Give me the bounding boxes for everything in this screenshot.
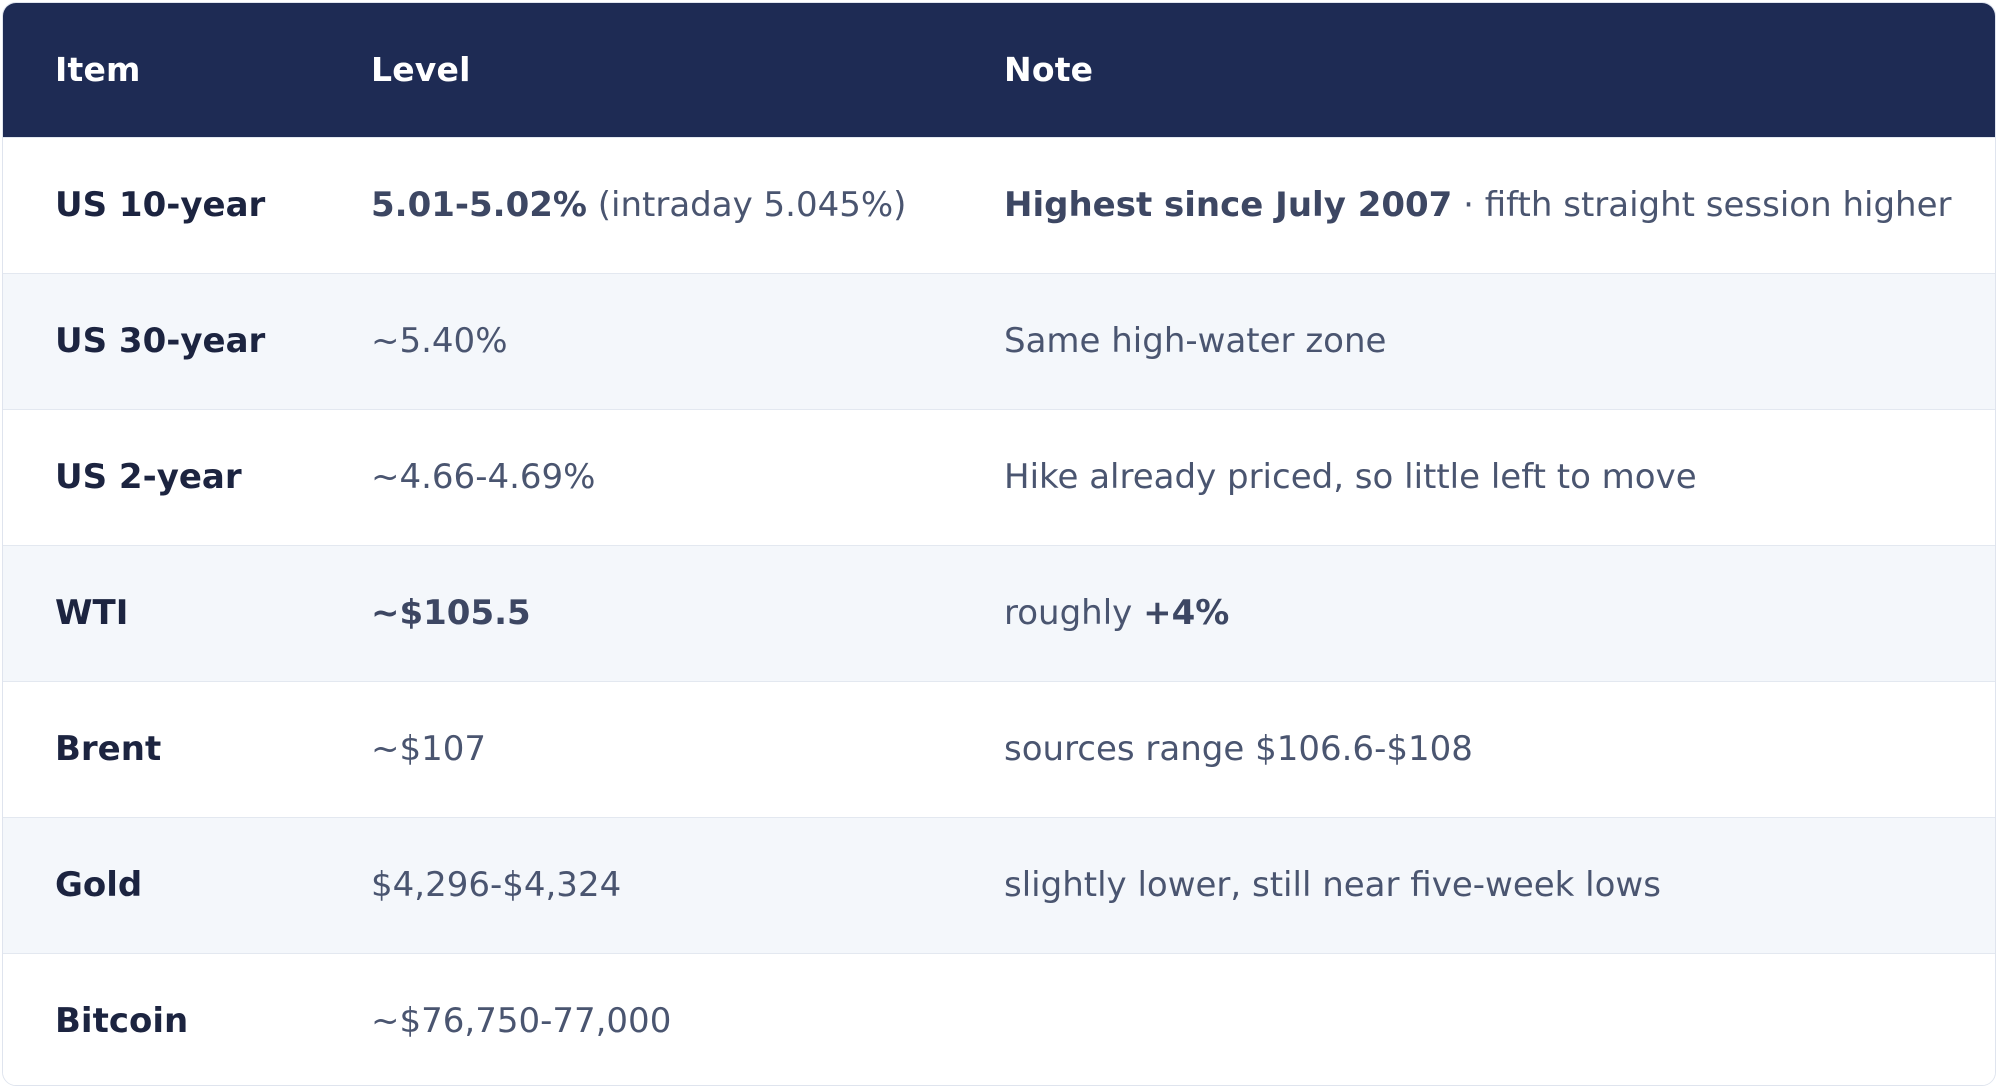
item-cell: US 30-year: [55, 321, 266, 361]
level-cell: $4,296-$4,324: [319, 817, 952, 953]
note-cell: sources range $106.6-$108: [952, 681, 1995, 817]
note-text: Same high-water zone: [1004, 321, 1387, 361]
table-header: Item Level Note: [3, 3, 1995, 137]
level-text: (intraday 5.045%): [586, 185, 907, 225]
header-level: Level: [371, 50, 471, 90]
level-text: ~5.40%: [371, 321, 508, 361]
table-row: Gold $4,296-$4,324 slightly lower, still…: [3, 817, 1995, 953]
level-cell: ~4.66-4.69%: [319, 409, 952, 545]
note-cell: Same high-water zone: [952, 273, 1995, 409]
item-cell: US 10-year: [55, 185, 266, 225]
note-text: Hike already priced, so little left to m…: [1004, 457, 1697, 497]
note-strong-text: +4%: [1143, 593, 1230, 633]
level-text: $4,296-$4,324: [371, 865, 622, 905]
note-text: roughly: [1004, 593, 1144, 633]
level-cell: ~5.40%: [319, 273, 952, 409]
level-cell: ~$105.5: [319, 545, 952, 681]
note-cell: Highest since July 2007 · fifth straight…: [952, 137, 1995, 273]
level-strong-text: 5.01-5.02%: [371, 185, 587, 225]
table-row: US 2-year ~4.66-4.69% Hike already price…: [3, 409, 1995, 545]
item-cell: WTI: [55, 593, 129, 633]
note-strong-text: Highest since July 2007: [1004, 185, 1453, 225]
table-row: Bitcoin ~$76,750-77,000: [3, 953, 1995, 1085]
table-body: US 10-year 5.01-5.02% (intraday 5.045%) …: [3, 137, 1995, 1085]
table-row: US 10-year 5.01-5.02% (intraday 5.045%) …: [3, 137, 1995, 273]
item-cell: Gold: [55, 865, 143, 905]
note-cell: [952, 953, 1995, 1085]
table-row: Brent ~$107 sources range $106.6-$108: [3, 681, 1995, 817]
note-text: · fifth straight session higher: [1452, 185, 1952, 225]
market-levels-table: Item Level Note US 10-year 5.01-5.02% (i…: [3, 3, 1995, 1085]
header-item: Item: [55, 50, 141, 90]
table-row: WTI ~$105.5 roughly +4%: [3, 545, 1995, 681]
level-cell: 5.01-5.02% (intraday 5.045%): [319, 137, 952, 273]
level-text: ~4.66-4.69%: [371, 457, 596, 497]
level-text: ~$107: [371, 729, 487, 769]
item-cell: Brent: [55, 729, 162, 769]
note-cell: slightly lower, still near five-week low…: [952, 817, 1995, 953]
note-text: sources range $106.6-$108: [1004, 729, 1473, 769]
item-cell: Bitcoin: [55, 1001, 189, 1042]
table-row: US 30-year ~5.40% Same high-water zone: [3, 273, 1995, 409]
note-text: slightly lower, still near five-week low…: [1004, 865, 1661, 905]
note-cell: Hike already priced, so little left to m…: [952, 409, 1995, 545]
item-cell: US 2-year: [55, 457, 242, 497]
level-cell: ~$107: [319, 681, 952, 817]
level-cell: ~$76,750-77,000: [319, 953, 952, 1085]
level-text: ~$76,750-77,000: [371, 1001, 672, 1042]
note-cell: roughly +4%: [952, 545, 1995, 681]
level-strong-text: ~$105.5: [371, 593, 531, 633]
header-note: Note: [1004, 50, 1094, 90]
header-row: Item Level Note: [3, 3, 1995, 137]
